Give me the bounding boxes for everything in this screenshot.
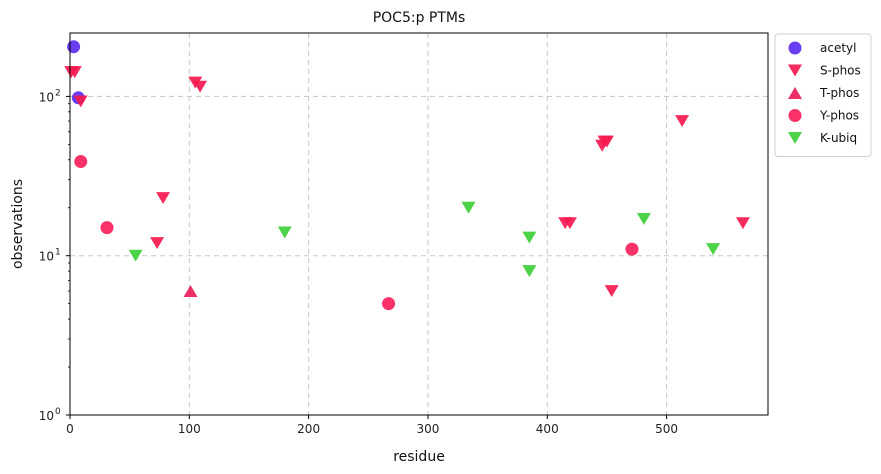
data-point-s-phos <box>675 115 690 128</box>
x-tick-label: 500 <box>655 422 678 436</box>
data-point-k-ubiq <box>128 249 143 262</box>
data-point-s-phos <box>73 95 88 108</box>
y-tick-exponent: 1 <box>55 248 61 258</box>
data-point-s-phos <box>156 192 171 205</box>
data-point-y-phos <box>625 242 639 256</box>
y-tick-exponent: 0 <box>55 407 61 417</box>
legend-label: S-phos <box>820 64 861 78</box>
data-point-s-phos <box>599 135 614 148</box>
data-point-s-phos <box>735 217 750 230</box>
data-point-s-phos <box>562 217 577 230</box>
legend-label: acetyl <box>820 41 856 55</box>
x-axis-label: residue <box>393 449 445 465</box>
data-point-acetyl <box>67 40 81 54</box>
data-point-s-phos <box>193 80 208 93</box>
data-point-k-ubiq <box>277 226 292 239</box>
data-point-y-phos <box>74 155 88 169</box>
data-point-s-phos <box>604 285 619 297</box>
data-point-k-ubiq <box>522 265 537 278</box>
legend: acetyl S-phos T-phos Y-phos K-ubiq <box>774 33 872 157</box>
y-tick-label: 10 <box>39 90 54 104</box>
data-point-s-phos <box>67 66 82 79</box>
y-axis-label: observations <box>10 179 26 269</box>
legend-marker-y-phos <box>788 109 802 122</box>
chart-title: POC5:p PTMs <box>373 10 466 26</box>
data-point-s-phos <box>150 237 165 250</box>
legend-label: Y-phos <box>819 109 859 123</box>
data-point-k-ubiq <box>461 201 476 214</box>
data-point-y-phos <box>382 297 396 311</box>
legend-label: T-phos <box>819 86 859 100</box>
x-tick-label: 400 <box>536 422 559 436</box>
x-tick-label: 0 <box>66 422 74 436</box>
x-tick-label: 300 <box>416 422 439 436</box>
y-tick-label: 10 <box>39 409 54 423</box>
data-point-t-phos <box>183 285 198 297</box>
gridlines <box>70 33 768 415</box>
legend-marker-k-ubiq <box>788 132 802 144</box>
data-point-k-ubiq <box>522 231 537 244</box>
x-tick-label: 200 <box>297 422 320 436</box>
data-point-k-ubiq <box>706 243 721 256</box>
data-points <box>64 40 750 311</box>
data-point-y-phos <box>100 221 114 235</box>
legend-marker-t-phos <box>788 87 802 99</box>
legend-marker-acetyl <box>788 41 802 55</box>
plot-frame <box>69 32 769 416</box>
y-tick-label: 10 <box>39 250 54 264</box>
y-tick-exponent: 2 <box>55 88 61 98</box>
x-tick-label: 100 <box>178 422 201 436</box>
legend-marker-s-phos <box>788 64 802 77</box>
legend-label: K-ubiq <box>820 131 857 145</box>
data-point-k-ubiq <box>636 213 651 225</box>
